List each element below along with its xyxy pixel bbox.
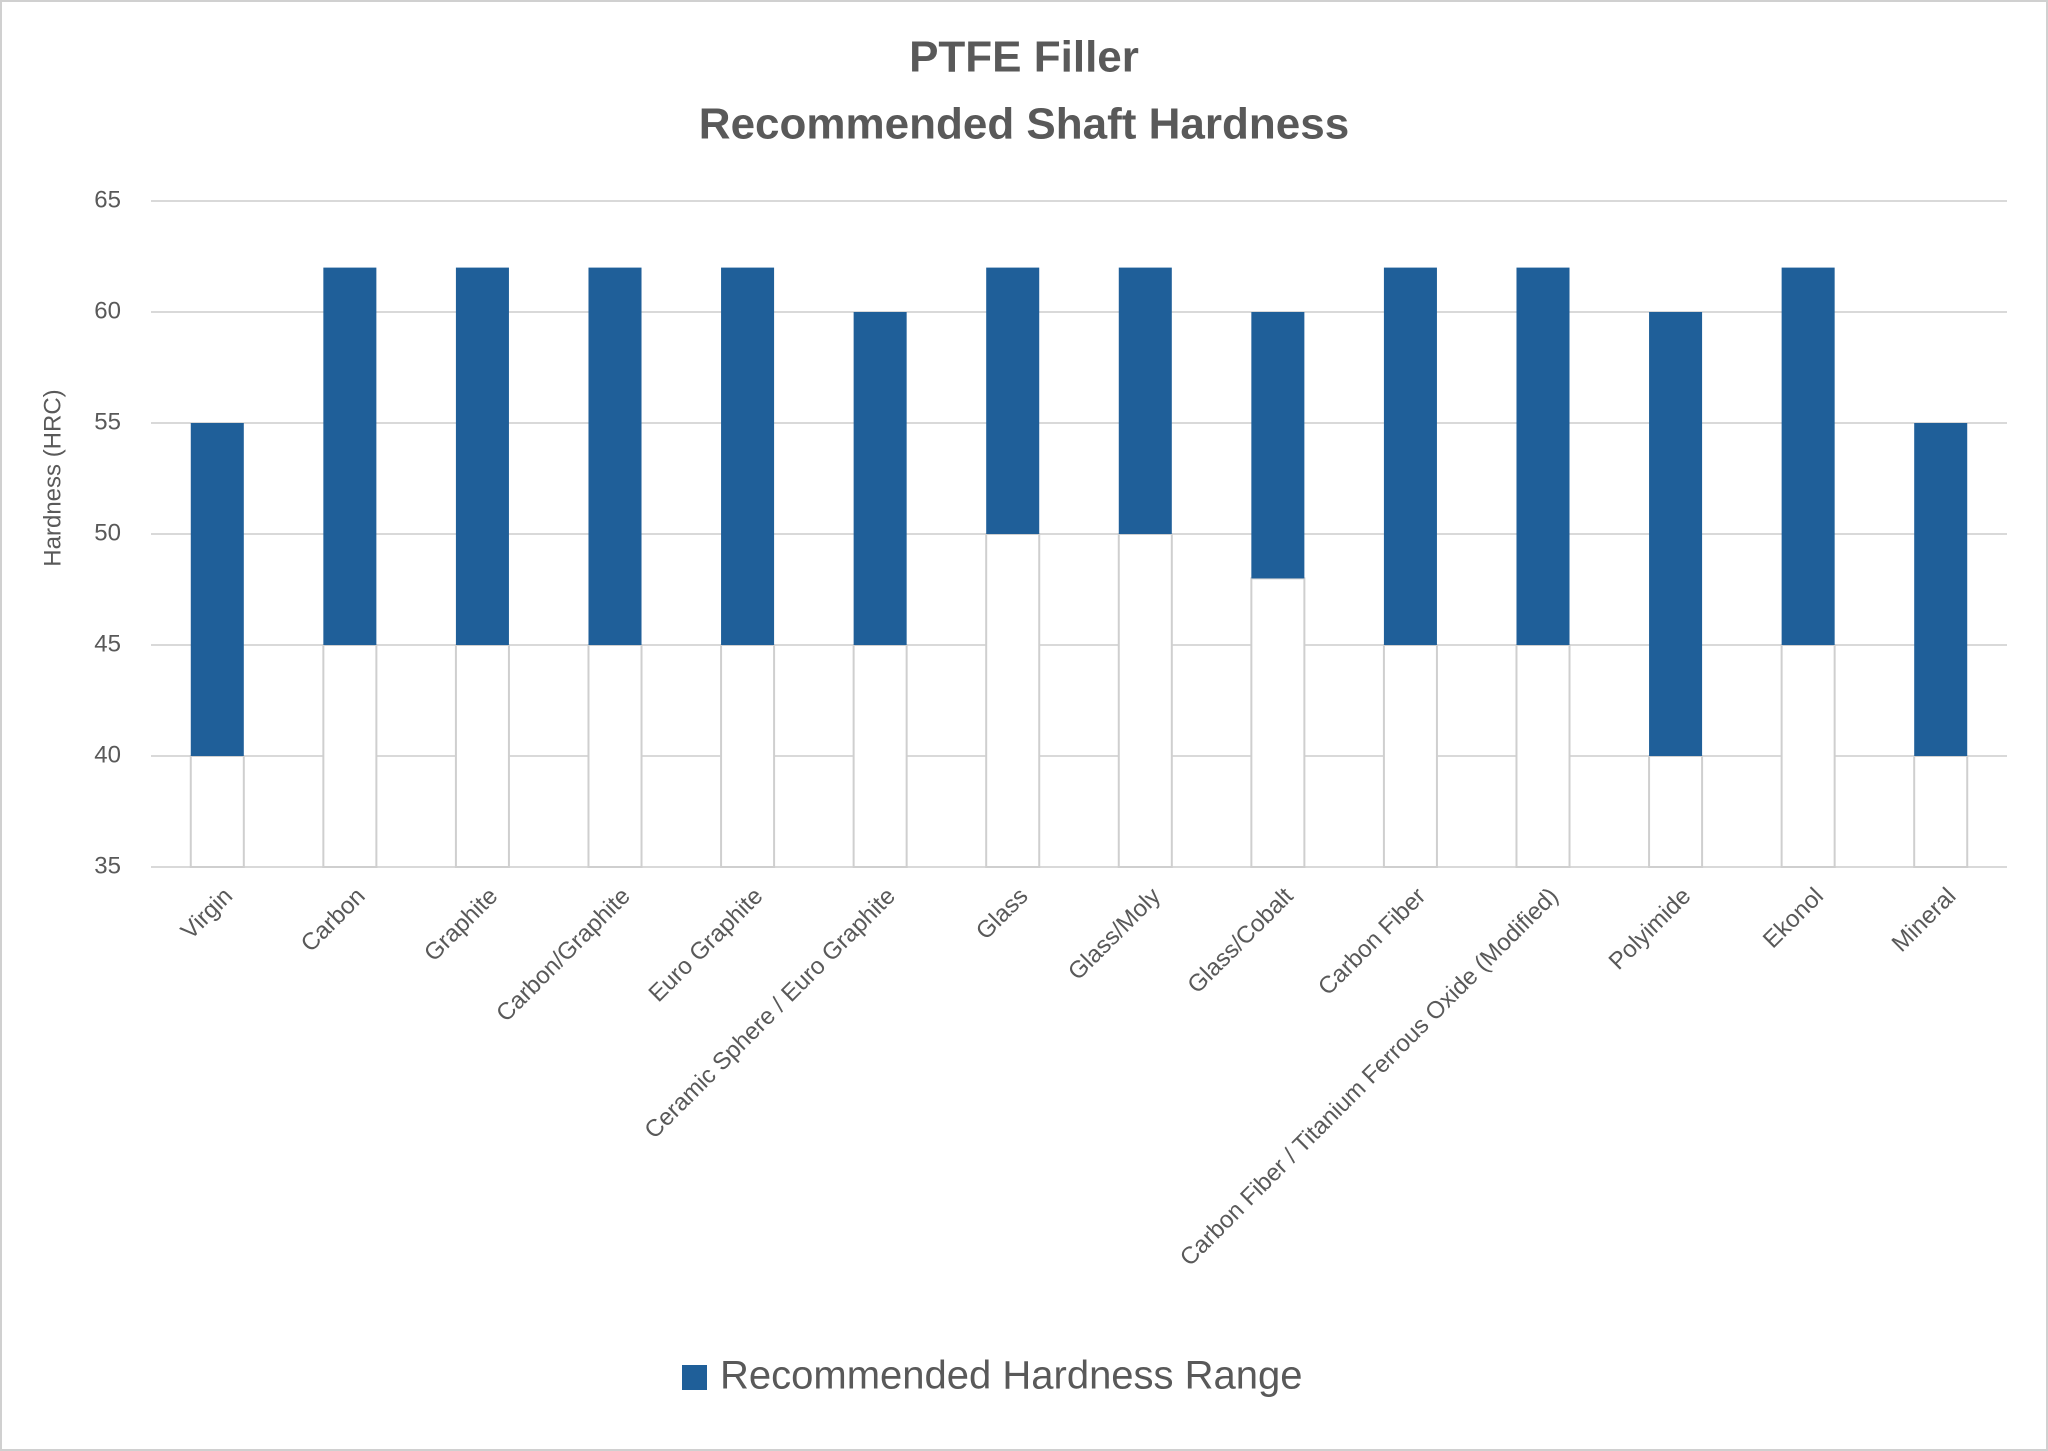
bar-segment	[1383, 267, 1437, 645]
y-axis-label: Hardness (HRC)	[39, 389, 66, 566]
bar-segment	[1118, 267, 1172, 534]
bar-segment	[986, 267, 1040, 534]
bar-segment	[852, 644, 908, 868]
bar-segment	[1781, 267, 1835, 645]
y-tick-label: 45	[94, 630, 121, 657]
bar-segment	[1117, 533, 1173, 868]
bar-segment	[189, 755, 245, 868]
bar-segment	[1780, 644, 1836, 868]
bar-segment	[1648, 755, 1704, 868]
y-tick-label: 50	[94, 519, 121, 546]
bar-segment	[322, 644, 378, 868]
bar-segment	[190, 423, 244, 756]
legend-swatch	[682, 1365, 707, 1390]
y-tick-label: 40	[94, 741, 121, 768]
bar-segment	[1649, 312, 1703, 756]
bar-segment	[1382, 644, 1438, 868]
bar-segment	[985, 533, 1041, 868]
y-tick-label: 55	[94, 408, 121, 435]
bar-segment	[1516, 267, 1570, 645]
y-tick-label: 60	[94, 297, 121, 324]
y-tick-label: 35	[94, 852, 121, 879]
bar-segment	[1250, 577, 1306, 869]
bar-segment	[853, 312, 907, 645]
bar-segment	[720, 644, 776, 868]
bar-segment	[455, 267, 509, 645]
bar-segment	[1913, 755, 1969, 868]
bar-segment	[721, 267, 775, 645]
y-tick-label: 65	[94, 186, 121, 213]
bar-segment	[588, 267, 642, 645]
bar-segment	[323, 267, 377, 645]
bar-segment	[587, 644, 643, 868]
bar-segment	[1515, 644, 1571, 868]
chart-subtitle: Recommended Shaft Hardness	[699, 100, 1349, 149]
bar-segment	[454, 644, 510, 868]
bar-segment	[1914, 423, 1968, 756]
chart-title: PTFE Filler	[909, 33, 1139, 82]
bar-segment	[1251, 312, 1305, 579]
legend-label: Recommended Hardness Range	[720, 1354, 1303, 1398]
